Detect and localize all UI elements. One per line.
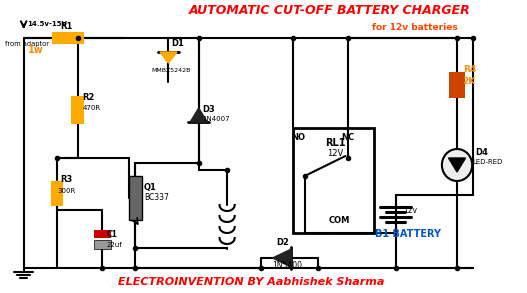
Polygon shape [448,158,465,172]
Bar [94,240,111,249]
Polygon shape [160,52,177,63]
Text: R1: R1 [61,22,73,31]
Text: D4: D4 [475,148,488,157]
Text: 2K: 2K [463,77,476,86]
Circle shape [442,149,472,181]
Text: 1w: 1w [27,45,43,55]
Text: ELECTROINVENTION BY Aabhishek Sharma: ELECTROINVENTION BY Aabhishek Sharma [118,277,385,287]
Bar [129,176,142,220]
Text: 12v: 12v [403,206,417,215]
Bar [72,96,84,124]
Text: R3: R3 [61,175,73,184]
Text: LED-RED: LED-RED [472,159,503,165]
Text: MMBZ5242B: MMBZ5242B [151,68,191,73]
Text: D2: D2 [276,238,289,247]
Text: Q1: Q1 [144,183,157,192]
Text: R4: R4 [463,65,476,74]
Text: 1N4007: 1N4007 [202,116,230,122]
Bar [294,128,374,233]
Text: D1: D1 [171,39,184,48]
Text: NC: NC [341,133,354,142]
Text: COM: COM [329,216,350,225]
Text: 1N5400: 1N5400 [272,261,302,270]
Text: for 12v batteries: for 12v batteries [372,23,457,32]
Bar [449,72,465,98]
Text: D3: D3 [202,105,215,114]
Polygon shape [190,108,207,122]
Text: 12V: 12V [327,149,344,158]
Text: R2: R2 [82,93,95,102]
Text: 470R: 470R [82,105,101,111]
Text: RL1: RL1 [325,138,346,148]
Polygon shape [272,249,291,267]
Text: AUTOMATIC CUT-OFF BATTERY CHARGER: AUTOMATIC CUT-OFF BATTERY CHARGER [189,4,471,17]
Text: 14.5v-15V: 14.5v-15V [27,21,67,27]
Text: NO: NO [291,133,306,142]
Text: BC337: BC337 [144,193,169,202]
Text: from adaptor: from adaptor [5,41,48,47]
Bar [52,32,84,44]
Text: B1 BATTERY: B1 BATTERY [375,229,441,239]
Bar [94,230,111,238]
Text: 300R: 300R [58,188,76,194]
Text: 22uf: 22uf [107,242,123,248]
Text: C1: C1 [107,230,118,239]
Bar [51,180,63,205]
